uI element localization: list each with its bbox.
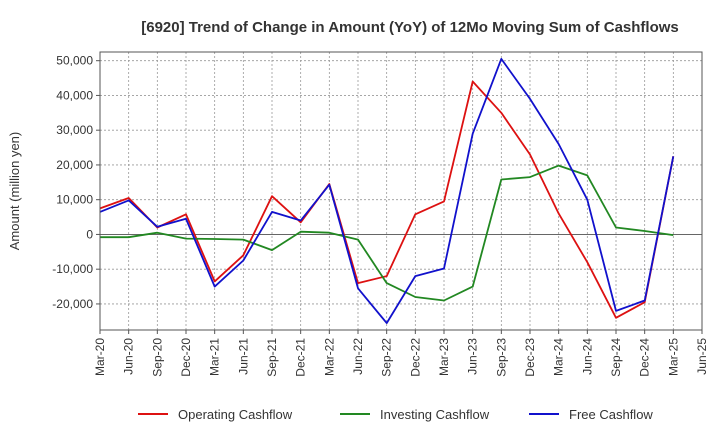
operating-cashflow-line <box>99 80 675 319</box>
x-tick-label: Jun-23 <box>466 338 480 375</box>
y-tick-label: 50,000 <box>56 54 93 68</box>
investing-cashflow-legend-label: Investing Cashflow <box>380 407 490 422</box>
y-tick-label: -20,000 <box>52 297 93 311</box>
plot-frame <box>99 51 703 331</box>
legend: Operating Cashflow Investing Cashflow Free… <box>138 407 653 422</box>
x-tick-label: Mar-22 <box>322 338 336 376</box>
investing-cashflow-line <box>100 164 674 302</box>
x-tick-label: Dec-21 <box>294 338 308 377</box>
x-tick-label: Jun-22 <box>351 338 365 375</box>
x-tick-label: Mar-21 <box>208 338 222 376</box>
x-tick-label: Sep-23 <box>494 338 508 377</box>
y-tick-label: 30,000 <box>56 123 93 137</box>
x-tick-label: Jun-24 <box>580 338 594 375</box>
x-tick-label: Sep-24 <box>609 338 623 377</box>
y-tick-label: -10,000 <box>52 262 93 276</box>
grid <box>99 52 703 330</box>
free-cashflow-legend-label: Free Cashflow <box>569 407 653 422</box>
y-tick-label: 10,000 <box>56 193 93 207</box>
y-tick-label: 40,000 <box>56 88 93 102</box>
x-tick-label: Dec-20 <box>179 338 193 377</box>
free-cashflow-line <box>99 58 675 325</box>
y-axis-ticks: -20,000 -10,000 0 10,000 20,000 30,000 40,000 5… <box>52 54 100 311</box>
x-tick-label: Mar-25 <box>666 338 680 376</box>
x-tick-label: Dec-23 <box>523 338 537 377</box>
x-tick-label: Jun-20 <box>122 338 136 375</box>
x-tick-label: Dec-22 <box>408 338 422 377</box>
x-tick-label: Jun-21 <box>236 338 250 375</box>
y-tick-label: 20,000 <box>56 158 93 172</box>
x-tick-label: Mar-23 <box>437 338 451 376</box>
x-tick-label: Sep-22 <box>380 338 394 377</box>
x-tick-label: Sep-20 <box>150 338 164 377</box>
operating-cashflow-legend-label: Operating Cashflow <box>178 407 293 422</box>
y-axis-label: Amount (million yen) <box>7 132 22 251</box>
x-tick-label: Jun-25 <box>695 338 709 375</box>
x-tick-label: Sep-21 <box>265 338 279 377</box>
y-tick-label: 0 <box>86 227 93 241</box>
x-tick-label: Mar-24 <box>552 338 566 376</box>
series-lines <box>99 58 675 325</box>
x-tick-label: Mar-20 <box>93 338 107 376</box>
x-axis-ticks: Mar-20 Jun-20 Sep-20 Dec-20 Mar-21 Jun-21 Sep-… <box>93 330 709 377</box>
x-tick-label: Dec-24 <box>638 338 652 377</box>
chart-title: [6920] Trend of Change in Amount (YoY) o… <box>141 19 679 36</box>
